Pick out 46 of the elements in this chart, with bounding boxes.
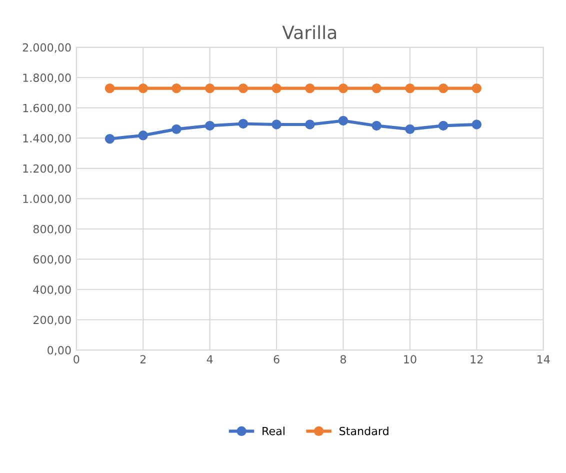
point <box>172 83 182 94</box>
y-tick-label: 2.000,00 <box>22 43 71 53</box>
point <box>405 83 415 94</box>
y-tick-label: 1.000,00 <box>23 194 71 204</box>
point <box>104 83 115 94</box>
point <box>405 124 415 134</box>
y-tick-label: 0,00 <box>48 346 71 356</box>
point <box>438 83 448 94</box>
x-tick-label: 12 <box>470 355 483 364</box>
point <box>372 83 382 94</box>
point <box>305 120 315 130</box>
chart-title: Varilla <box>282 25 336 40</box>
point <box>238 118 248 129</box>
x-tick-label: 4 <box>206 355 213 364</box>
point <box>272 83 282 94</box>
y-tick-label: 800,00 <box>33 224 71 234</box>
point <box>104 134 115 144</box>
y-tick-label: 400,00 <box>33 285 71 295</box>
x-tick-label: 8 <box>340 355 346 364</box>
y-tick-label: 600,00 <box>33 255 71 265</box>
x-tick-label: 14 <box>538 355 550 364</box>
point <box>472 120 482 130</box>
point <box>204 83 215 94</box>
point <box>204 120 215 131</box>
y-tick-label: 1.400,00 <box>23 134 71 144</box>
y-tick-label: 1.600,00 <box>23 104 71 114</box>
y-tick-label: 1.800,00 <box>23 74 71 84</box>
point <box>172 124 182 134</box>
point <box>338 83 348 94</box>
x-tick-label: 0 <box>74 355 80 364</box>
x-tick-label: 10 <box>404 355 416 364</box>
y-tick-label: 200,00 <box>33 316 71 326</box>
point <box>138 130 148 140</box>
point <box>372 120 382 131</box>
point <box>238 83 248 94</box>
x-tick-label: 6 <box>274 355 280 364</box>
point <box>138 83 148 94</box>
point <box>305 83 315 94</box>
point <box>438 120 448 131</box>
legend-label: Real <box>262 426 284 436</box>
legend-label: Standard <box>340 426 388 436</box>
x-tick-label: 2 <box>140 355 146 364</box>
point <box>272 120 282 130</box>
point <box>472 83 482 94</box>
y-tick-label: 1.200,00 <box>23 164 71 174</box>
point <box>338 116 348 126</box>
